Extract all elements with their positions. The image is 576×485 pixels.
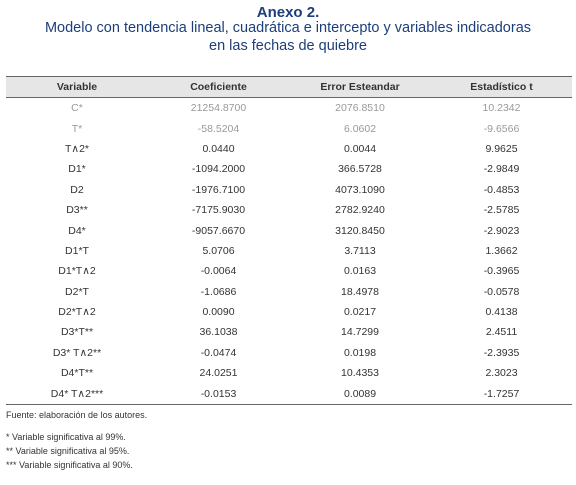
table-row: D4*T** 24.0251 10.4353 2.3023 [6, 363, 572, 383]
table-subtitle-line1: Modelo con tendencia lineal, cuadrática … [44, 20, 532, 36]
cell-variable: D3** [66, 204, 88, 217]
cell-std-error: 4073.1090 [335, 183, 385, 196]
cell-std-error: 0.0198 [343, 346, 377, 359]
cell-coefficient: -9057.6670 [191, 224, 246, 237]
header-coeficiente: Coeficiente [148, 76, 289, 98]
cell-coefficient: -1094.2000 [191, 163, 246, 176]
table-header-row: Variable Coeficiente Error Esteandar Est… [6, 76, 572, 98]
cell-std-error: 2076.8510 [335, 102, 385, 115]
cell-coefficient: 0.0090 [202, 306, 235, 319]
cell-t-stat: -2.9849 [483, 163, 520, 176]
cell-variable: C* [71, 102, 83, 115]
cell-coefficient: -1.0686 [200, 285, 237, 298]
cell-variable: D3*T** [60, 326, 94, 339]
table-row: D3** -7175.9030 2782.9240 -2.5785 [6, 200, 572, 220]
cell-t-stat: -0.4853 [483, 183, 520, 196]
cell-std-error: 0.0044 [343, 142, 377, 155]
table-row: D4* T∧2*** -0.0153 0.0089 -1.7257 [6, 383, 572, 405]
table-row: C* 21254.8700 2076.8510 10.2342 [6, 98, 572, 119]
table-row: T* -58.5204 6.0602 -9.6566 [6, 118, 572, 138]
cell-std-error: 0.0163 [343, 265, 377, 278]
cell-coefficient: -0.0474 [200, 346, 237, 359]
cell-t-stat: 9.9625 [485, 142, 518, 155]
cell-coefficient: 36.1038 [199, 326, 238, 339]
cell-variable: T∧2* [64, 142, 90, 155]
header-estadistico-t: Estadístico t [431, 76, 572, 98]
table-row: D1*T∧2 -0.0064 0.0163 -0.3965 [6, 261, 572, 281]
cell-t-stat: -2.3935 [483, 346, 520, 359]
cell-std-error: 366.5728 [338, 163, 382, 176]
cell-variable: D2 [70, 183, 84, 196]
cell-t-stat: -0.0578 [483, 285, 520, 298]
cell-std-error: 2782.9240 [335, 204, 385, 217]
cell-variable: D4* [68, 224, 86, 237]
cell-t-stat: -0.3965 [483, 265, 520, 278]
cell-t-stat: 2.4511 [485, 326, 518, 339]
table-row: T∧2* 0.0440 0.0044 9.9625 [6, 139, 572, 159]
cell-variable: D1* [68, 163, 86, 176]
table-row: D4* -9057.6670 3120.8450 -2.9023 [6, 220, 572, 240]
cell-std-error: 0.0089 [289, 383, 431, 405]
table-row: D2*T∧2 0.0090 0.0217 0.4138 [6, 302, 572, 322]
cell-coefficient: 0.0440 [202, 142, 235, 155]
footnote-95: ** Variable significativa al 95%. [6, 446, 130, 456]
cell-std-error: 3.7113 [344, 244, 376, 257]
table-row: D3*T** 36.1038 14.7299 2.4511 [6, 322, 572, 342]
regression-table: Variable Coeficiente Error Esteandar Est… [6, 76, 572, 405]
footnote-90: *** Variable significativa al 90%. [6, 460, 133, 470]
source-note: Fuente: elaboración de los autores. [6, 410, 148, 420]
annex-title: Anexo 2. [256, 4, 320, 21]
cell-coefficient: -0.0064 [200, 265, 237, 278]
table-subtitle-line2: en las fechas de quiebre [209, 38, 367, 54]
cell-t-stat: 1.3662 [485, 244, 518, 257]
table-row: D2 -1976.7100 4073.1090 -0.4853 [6, 180, 572, 200]
cell-t-stat: -2.9023 [483, 224, 520, 237]
cell-coefficient: -7175.9030 [191, 204, 246, 217]
cell-t-stat: -1.7257 [431, 383, 572, 405]
cell-variable: D4* T∧2*** [6, 383, 148, 405]
footnote-99: * Variable significativa al 99%. [6, 432, 126, 442]
cell-coefficient: 24.0251 [199, 367, 238, 380]
cell-coefficient: -1976.7100 [191, 183, 246, 196]
cell-coefficient: 21254.8700 [190, 102, 247, 115]
cell-variable: D1*T [65, 244, 89, 257]
cell-std-error: 0.0217 [343, 306, 377, 319]
cell-variable: D2*T∧2 [58, 306, 96, 319]
cell-std-error: 6.0602 [343, 122, 377, 135]
cell-variable: D2*T [65, 285, 89, 298]
header-variable: Variable [6, 76, 148, 98]
cell-variable: D3* T∧2** [52, 346, 102, 359]
cell-t-stat: -2.5785 [483, 204, 520, 217]
table-row: D1*T 5.0706 3.7113 1.3662 [6, 241, 572, 261]
table-row: D1* -1094.2000 366.5728 -2.9849 [6, 159, 572, 179]
cell-variable: D4*T** [60, 367, 94, 380]
cell-coefficient: 5.0706 [202, 244, 235, 257]
header-error-estandar: Error Esteandar [289, 76, 431, 98]
cell-t-stat: -9.6566 [483, 122, 520, 135]
cell-coefficient: -58.5204 [197, 122, 240, 135]
cell-t-stat: 0.4138 [485, 306, 518, 319]
cell-variable: T* [71, 122, 83, 135]
table-row: D3* T∧2** -0.0474 0.0198 -2.3935 [6, 343, 572, 363]
cell-t-stat: 2.3023 [485, 367, 518, 380]
cell-std-error: 3120.8450 [335, 224, 385, 237]
cell-std-error: 10.4353 [341, 367, 379, 380]
cell-variable: D1*T∧2 [58, 265, 96, 278]
cell-coefficient: -0.0153 [148, 383, 289, 405]
cell-std-error: 14.7299 [341, 326, 379, 339]
cell-t-stat: 10.2342 [482, 102, 521, 115]
cell-std-error: 18.4978 [341, 285, 379, 298]
table-row: D2*T -1.0686 18.4978 -0.0578 [6, 282, 572, 302]
